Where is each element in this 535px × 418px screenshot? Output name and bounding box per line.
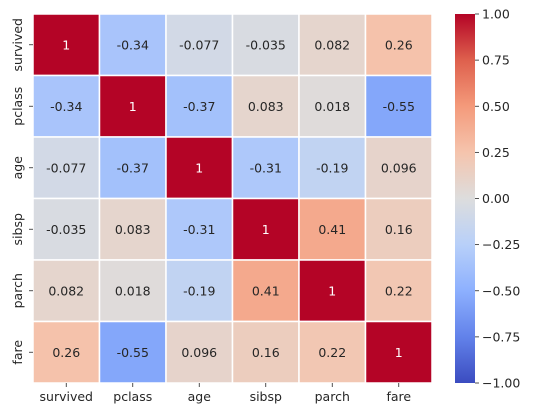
heatmap-cell-sibsp-parch	[298, 197, 367, 261]
cell-value-label: 0.018	[115, 283, 151, 298]
cell-value-label: -0.077	[179, 37, 219, 52]
y-tick-label-parch: parch	[10, 273, 25, 308]
cell-value-label: -0.55	[383, 99, 415, 114]
cell-value-label: 1	[328, 283, 336, 298]
cell-value-label: 1	[129, 99, 137, 114]
cell-value-label: 0.082	[48, 283, 84, 298]
colorbar: 1.00 0.75 0.50 0.25 0.00 −0.25 −0.50 −0.75 −1.00	[455, 7, 520, 391]
heatmap-cell-fare-fare	[364, 320, 433, 384]
y-tick-label-sibsp: sibsp	[10, 213, 25, 245]
x-tick-label-age: age	[188, 389, 212, 404]
cell-value-label: 0.096	[381, 160, 417, 175]
colorbar-tick-label: −0.50	[482, 283, 520, 298]
cell-value-label: -0.37	[183, 99, 215, 114]
cell-value-label: -0.19	[183, 283, 215, 298]
colorbar-tick-label: 0.25	[482, 145, 510, 160]
heatmap-cell-survived-pclass	[98, 13, 167, 77]
cell-value-label: 1	[195, 160, 203, 175]
cell-value-label: 0.018	[314, 99, 350, 114]
heatmap-cell-age-parch	[298, 136, 367, 200]
cell-value-label: -0.035	[246, 37, 286, 52]
heatmap-cell-age-fare	[364, 136, 433, 200]
colorbar-tick-label: −1.00	[482, 376, 520, 391]
cell-value-label: -0.34	[50, 99, 82, 114]
colorbar-tick-label: −0.25	[482, 237, 520, 252]
y-tick-label-survived: survived	[10, 18, 25, 71]
heatmap-cell-pclass-fare	[364, 74, 433, 138]
heatmap-cell-labels: 1 -0.34 -0.077 -0.035 0.082 0.26 -0.34 1 -0.37 0.…	[46, 37, 417, 360]
heatmap-cell-parch-parch	[298, 259, 367, 323]
cell-value-label: 1	[62, 37, 70, 52]
cell-value-label: -0.035	[46, 222, 86, 237]
heatmap-cell-sibsp-survived	[32, 197, 101, 261]
heatmap-cells	[32, 13, 433, 384]
colorbar-tick-label: −0.75	[482, 329, 520, 344]
colorbar-tick-label: 0.00	[482, 191, 510, 206]
cell-value-label: 0.083	[248, 99, 284, 114]
cell-value-label: 0.096	[181, 345, 217, 360]
cell-value-label: 1	[262, 222, 270, 237]
x-tick-label-sibsp: sibsp	[250, 389, 282, 404]
colorbar-tick-label: 0.50	[482, 99, 510, 114]
cell-value-label: 0.22	[318, 345, 346, 360]
cell-value-label: -0.077	[46, 160, 86, 175]
heatmap-cell-parch-fare	[364, 259, 433, 323]
cell-value-label: 0.082	[314, 37, 350, 52]
heatmap-cell-sibsp-fare	[364, 197, 433, 261]
cell-value-label: -0.31	[183, 222, 215, 237]
cell-value-label: -0.55	[117, 345, 149, 360]
x-tick-label-fare: fare	[386, 389, 411, 404]
cell-value-label: 0.083	[115, 222, 151, 237]
colorbar-tick-label: 1.00	[482, 7, 510, 22]
cell-value-label: -0.34	[117, 37, 149, 52]
heatmap-cell-sibsp-pclass	[98, 197, 167, 261]
cell-value-label: -0.37	[117, 160, 149, 175]
cell-value-label: 0.41	[252, 283, 280, 298]
x-axis-ticks: survived pclass age sibsp parch fare	[40, 383, 411, 404]
cell-value-label: 0.22	[385, 283, 413, 298]
y-axis-ticks: survived pclass age sibsp parch fare	[10, 18, 33, 365]
cell-value-label: 0.16	[385, 222, 413, 237]
heatmap-cell-pclass-sibsp	[231, 74, 300, 138]
heatmap-cell-age-pclass	[98, 136, 167, 200]
cell-value-label: 0.26	[52, 345, 80, 360]
x-tick-label-pclass: pclass	[113, 389, 152, 404]
heatmap-cell-age-sibsp	[231, 136, 300, 200]
cell-value-label: 1	[395, 345, 403, 360]
heatmap-cell-survived-survived	[32, 13, 101, 77]
colorbar-tick-label: 0.75	[482, 53, 510, 68]
cell-value-label: 0.26	[385, 37, 413, 52]
y-tick-label-age: age	[10, 156, 25, 180]
heatmap-cell-survived-fare	[364, 13, 433, 77]
cell-value-label: 0.41	[318, 222, 346, 237]
x-tick-label-parch: parch	[315, 389, 350, 404]
heatmap-cell-parch-sibsp	[231, 259, 300, 323]
heatmap-cell-sibsp-sibsp	[231, 197, 300, 261]
cell-value-label: -0.19	[316, 160, 348, 175]
heatmap-cell-sibsp-age	[165, 197, 234, 261]
colorbar-gradient	[455, 14, 475, 383]
heatmap-cell-fare-survived	[32, 320, 101, 384]
heatmap-cell-parch-age	[165, 259, 234, 323]
y-tick-label-fare: fare	[10, 340, 25, 365]
cell-value-label: 0.16	[252, 345, 280, 360]
y-tick-label-pclass: pclass	[10, 87, 25, 126]
x-tick-label-survived: survived	[40, 389, 93, 404]
heatmap-cell-pclass-pclass	[98, 74, 167, 138]
cell-value-label: -0.31	[250, 160, 282, 175]
